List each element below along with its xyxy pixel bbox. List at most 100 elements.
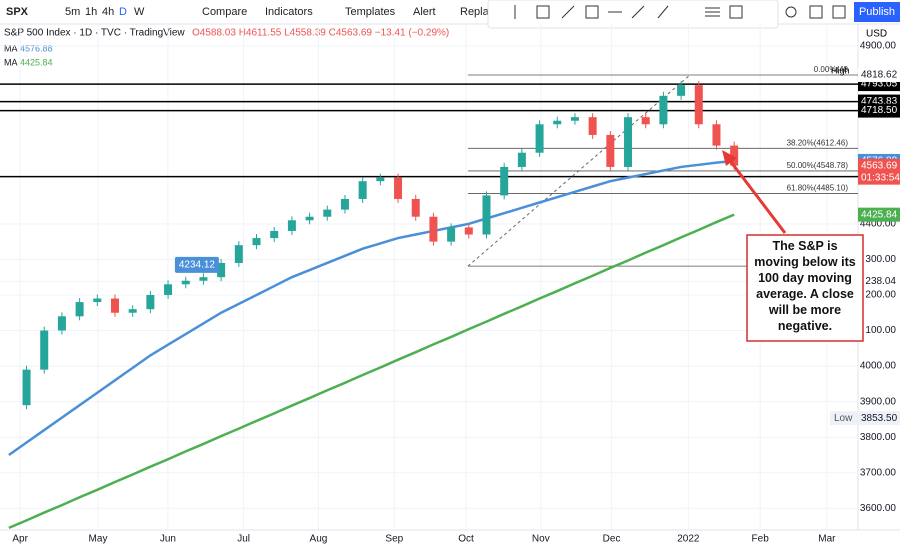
legend-ma-name: MA	[4, 57, 18, 67]
y-tick-label: 4000.00	[860, 361, 897, 372]
candle	[22, 369, 31, 406]
interval[interactable]: W	[134, 6, 145, 18]
y-tick-label: 200.00	[865, 290, 896, 301]
arrow	[726, 157, 787, 234]
annotation-text: The S&P is moving below its 100 day movi…	[754, 239, 856, 333]
publish-button[interactable]	[854, 2, 900, 22]
candle	[624, 117, 633, 167]
interval[interactable]: 5m	[65, 6, 80, 18]
symbol[interactable]: SPX	[6, 6, 29, 18]
drawing-icons	[514, 5, 846, 19]
fib-label: 0.00%(48	[814, 65, 849, 74]
interval[interactable]: 1h	[85, 6, 97, 18]
legend-ma-value: 4425.84	[20, 57, 53, 67]
candle	[376, 177, 385, 182]
level-label: 4793.05	[861, 79, 898, 90]
candle	[164, 284, 173, 295]
high-label: High	[831, 65, 850, 75]
candle	[287, 220, 296, 231]
currency[interactable]: USD	[866, 29, 887, 40]
button[interactable]: Compare	[202, 6, 247, 18]
candle	[712, 124, 721, 146]
y-tick-label: 300.00	[865, 254, 896, 265]
candle	[606, 134, 615, 167]
candle	[270, 230, 279, 239]
candle	[394, 177, 403, 199]
level-label: 4718.50	[861, 105, 898, 116]
ma-price-box	[858, 207, 900, 222]
candle	[659, 95, 668, 125]
y-tick-label: 100.00	[865, 325, 896, 336]
arrow-head	[722, 150, 737, 166]
drawing-toolbar	[487, 0, 779, 29]
candle	[93, 298, 102, 303]
fib-label: 38.20%(4612.46)	[787, 138, 849, 147]
last-price: 4563.69	[861, 160, 898, 171]
x-tick-label: 2022	[677, 534, 700, 545]
callout-box	[174, 256, 219, 273]
candle	[411, 198, 420, 217]
candle	[57, 316, 66, 331]
x-tick-label: Dec	[603, 534, 621, 545]
candle	[570, 117, 579, 121]
candle	[146, 294, 155, 310]
annotation: The S&P is moving below its 100 day movi…	[754, 239, 856, 333]
candle	[447, 227, 456, 242]
legend-ma-name: MA	[4, 43, 18, 53]
moving-average	[8, 159, 735, 456]
candle	[464, 227, 473, 235]
x-tick-label: Nov	[532, 534, 550, 545]
candle	[217, 262, 226, 278]
candle	[199, 277, 208, 281]
x-tick-label: Feb	[752, 534, 770, 545]
button[interactable]: Indicators	[265, 6, 313, 18]
candle	[323, 209, 332, 217]
publish-label[interactable]: Publish	[859, 6, 895, 18]
legend-ohlc: O4588.03 H4611.55 L4558.39 C4563.69 −13.…	[192, 28, 449, 39]
callout-label: 4234.12	[179, 259, 216, 270]
x-tick-label: Mar	[818, 534, 836, 545]
candle	[482, 195, 491, 235]
x-tick-label: Oct	[458, 534, 474, 545]
ma-price: 4425.84	[861, 209, 898, 220]
x-tick-label: Jul	[237, 534, 250, 545]
candle	[305, 216, 314, 221]
candle	[358, 181, 367, 199]
candle	[252, 238, 261, 246]
low-price: 3853.50	[861, 413, 898, 424]
x-tick-label: Aug	[310, 534, 328, 545]
high-price: 4818.62	[861, 70, 898, 81]
candle	[40, 330, 49, 370]
countdown: 01:33:54	[861, 172, 900, 183]
candle	[730, 145, 739, 166]
y-tick-label: 3800.00	[860, 432, 897, 443]
button[interactable]: Alert	[413, 6, 436, 18]
interval[interactable]: D	[119, 6, 127, 18]
candle	[181, 280, 190, 285]
candle	[234, 245, 243, 263]
candle	[110, 298, 119, 313]
candle	[429, 216, 438, 242]
fib-label: 61.80%(4485.10)	[787, 184, 849, 193]
interval[interactable]: 4h	[102, 6, 114, 18]
candle	[128, 309, 137, 313]
x-tick-label: Jun	[160, 534, 176, 545]
candle	[588, 117, 597, 135]
x-tick-label: May	[89, 534, 108, 545]
candle	[340, 198, 349, 210]
low-label: Low	[834, 413, 853, 424]
legend-ma-value: 4576.88	[20, 43, 53, 53]
candle	[75, 302, 84, 317]
button[interactable]: Replay	[460, 6, 495, 18]
legend-title: S&P 500 Index · 1D · TVC · TradingView	[4, 28, 185, 39]
candle	[641, 117, 650, 125]
high-price-box	[858, 67, 900, 82]
low-box	[830, 411, 900, 426]
y-tick-label: 3600.00	[860, 503, 897, 514]
fib-label: 50.00%(4548.78)	[787, 161, 849, 170]
candle	[535, 124, 544, 153]
button[interactable]: Templates	[345, 6, 396, 18]
candle	[677, 85, 686, 96]
x-tick-label: Apr	[12, 534, 28, 545]
